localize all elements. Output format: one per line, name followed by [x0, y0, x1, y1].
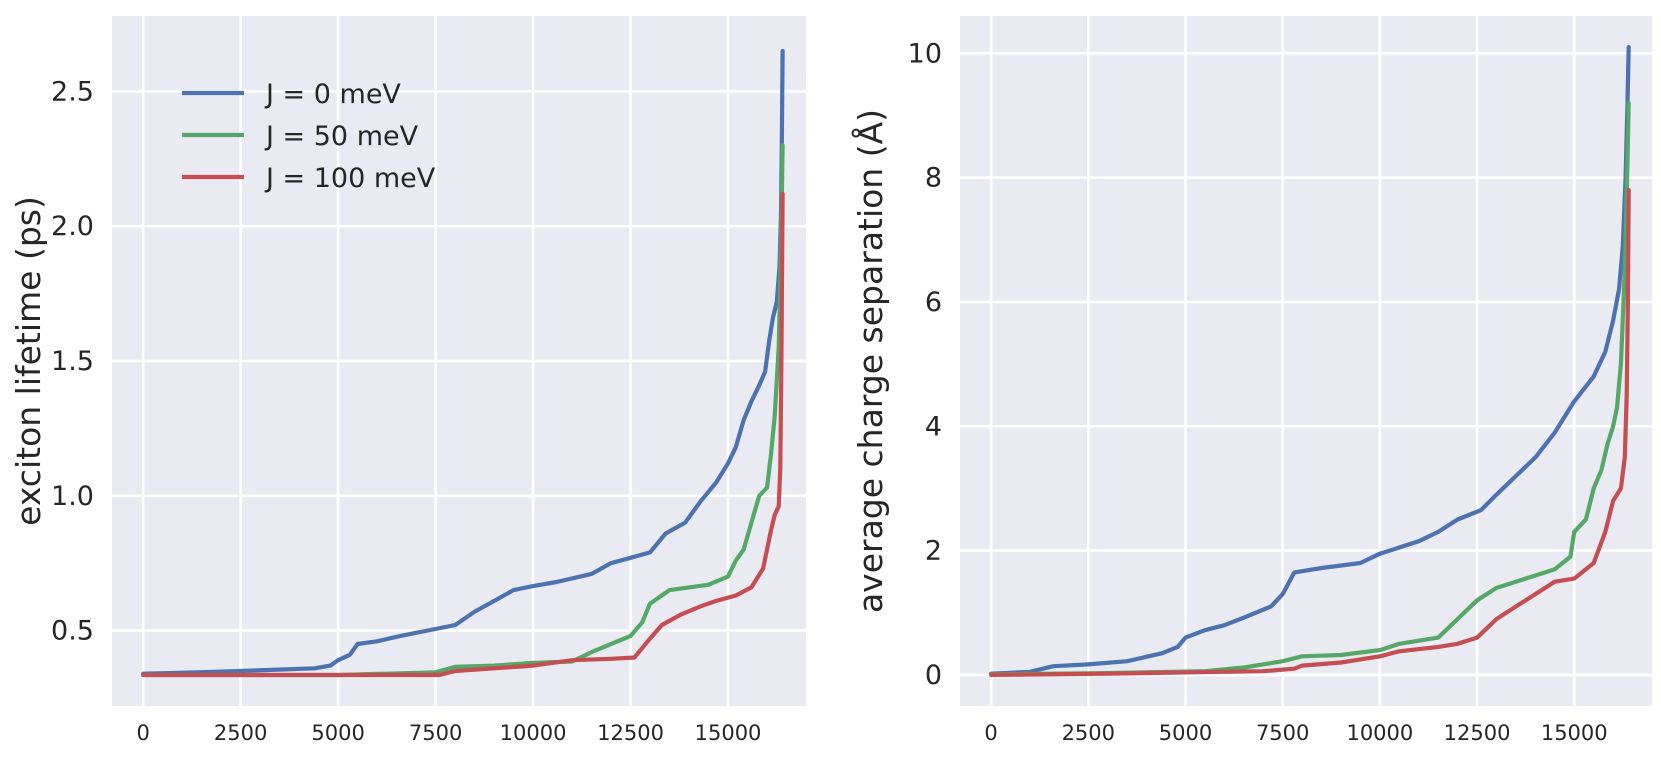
x-tick-label: 12500: [1444, 721, 1511, 745]
x-tick-label: 15000: [1541, 721, 1608, 745]
series-line-j50: [141, 143, 785, 678]
series-line-j0: [141, 48, 785, 676]
series-line-j100: [141, 191, 785, 678]
legend-label: J = 50 meV: [264, 121, 419, 152]
x-tick-label: 0: [984, 721, 997, 745]
x-tick-label: 0: [137, 721, 150, 745]
y-tick-label: 1.5: [51, 346, 94, 377]
left-chart: 0 2500 5000 7500 10000 12500 15000 0.5 1.0 1.5 2.0…: [9, 16, 806, 745]
x-tick-label: 7500: [409, 721, 462, 745]
y-tick-label: 6: [925, 287, 942, 318]
x-tick-label: 10000: [1346, 721, 1413, 745]
y-tick-label: 2: [925, 536, 942, 567]
y-tick-label: 10: [908, 38, 942, 69]
right-chart: 0 2500 5000 7500 10000 12500 15000 0 2 4 6 8 10 avera…: [850, 16, 1652, 745]
x-tick-label: 5000: [1159, 721, 1212, 745]
y-tick-label: 0.5: [51, 616, 94, 647]
x-tick-label: 5000: [311, 721, 364, 745]
legend: J = 0 meV J = 50 meV J = 100 meV: [182, 79, 436, 194]
y-tick-label: 4: [925, 411, 942, 442]
series-line-j50: [989, 100, 1631, 677]
y-tick-label: 8: [925, 163, 942, 194]
x-tick-label: 10000: [500, 721, 567, 745]
series-line-j0: [989, 45, 1631, 676]
x-tick-label: 12500: [597, 721, 664, 745]
y-axis-label: average charge separation (Å): [850, 109, 890, 613]
y-tick-label: 1.0: [51, 481, 94, 512]
y-tick-label: 0: [925, 660, 942, 691]
y-tick-label: 2.5: [51, 76, 94, 107]
legend-label: J = 0 meV: [264, 79, 401, 110]
series-line-j100: [989, 188, 1631, 677]
x-tick-label: 7500: [1256, 721, 1309, 745]
plot-area: [960, 16, 1652, 706]
x-tick-label: 2500: [1062, 721, 1115, 745]
y-tick-label: 2.0: [51, 211, 94, 242]
x-tick-label: 2500: [214, 721, 267, 745]
legend-label: J = 100 meV: [264, 163, 436, 194]
y-axis-label: exciton lifetime (ps): [9, 196, 48, 526]
x-tick-label: 15000: [695, 721, 762, 745]
